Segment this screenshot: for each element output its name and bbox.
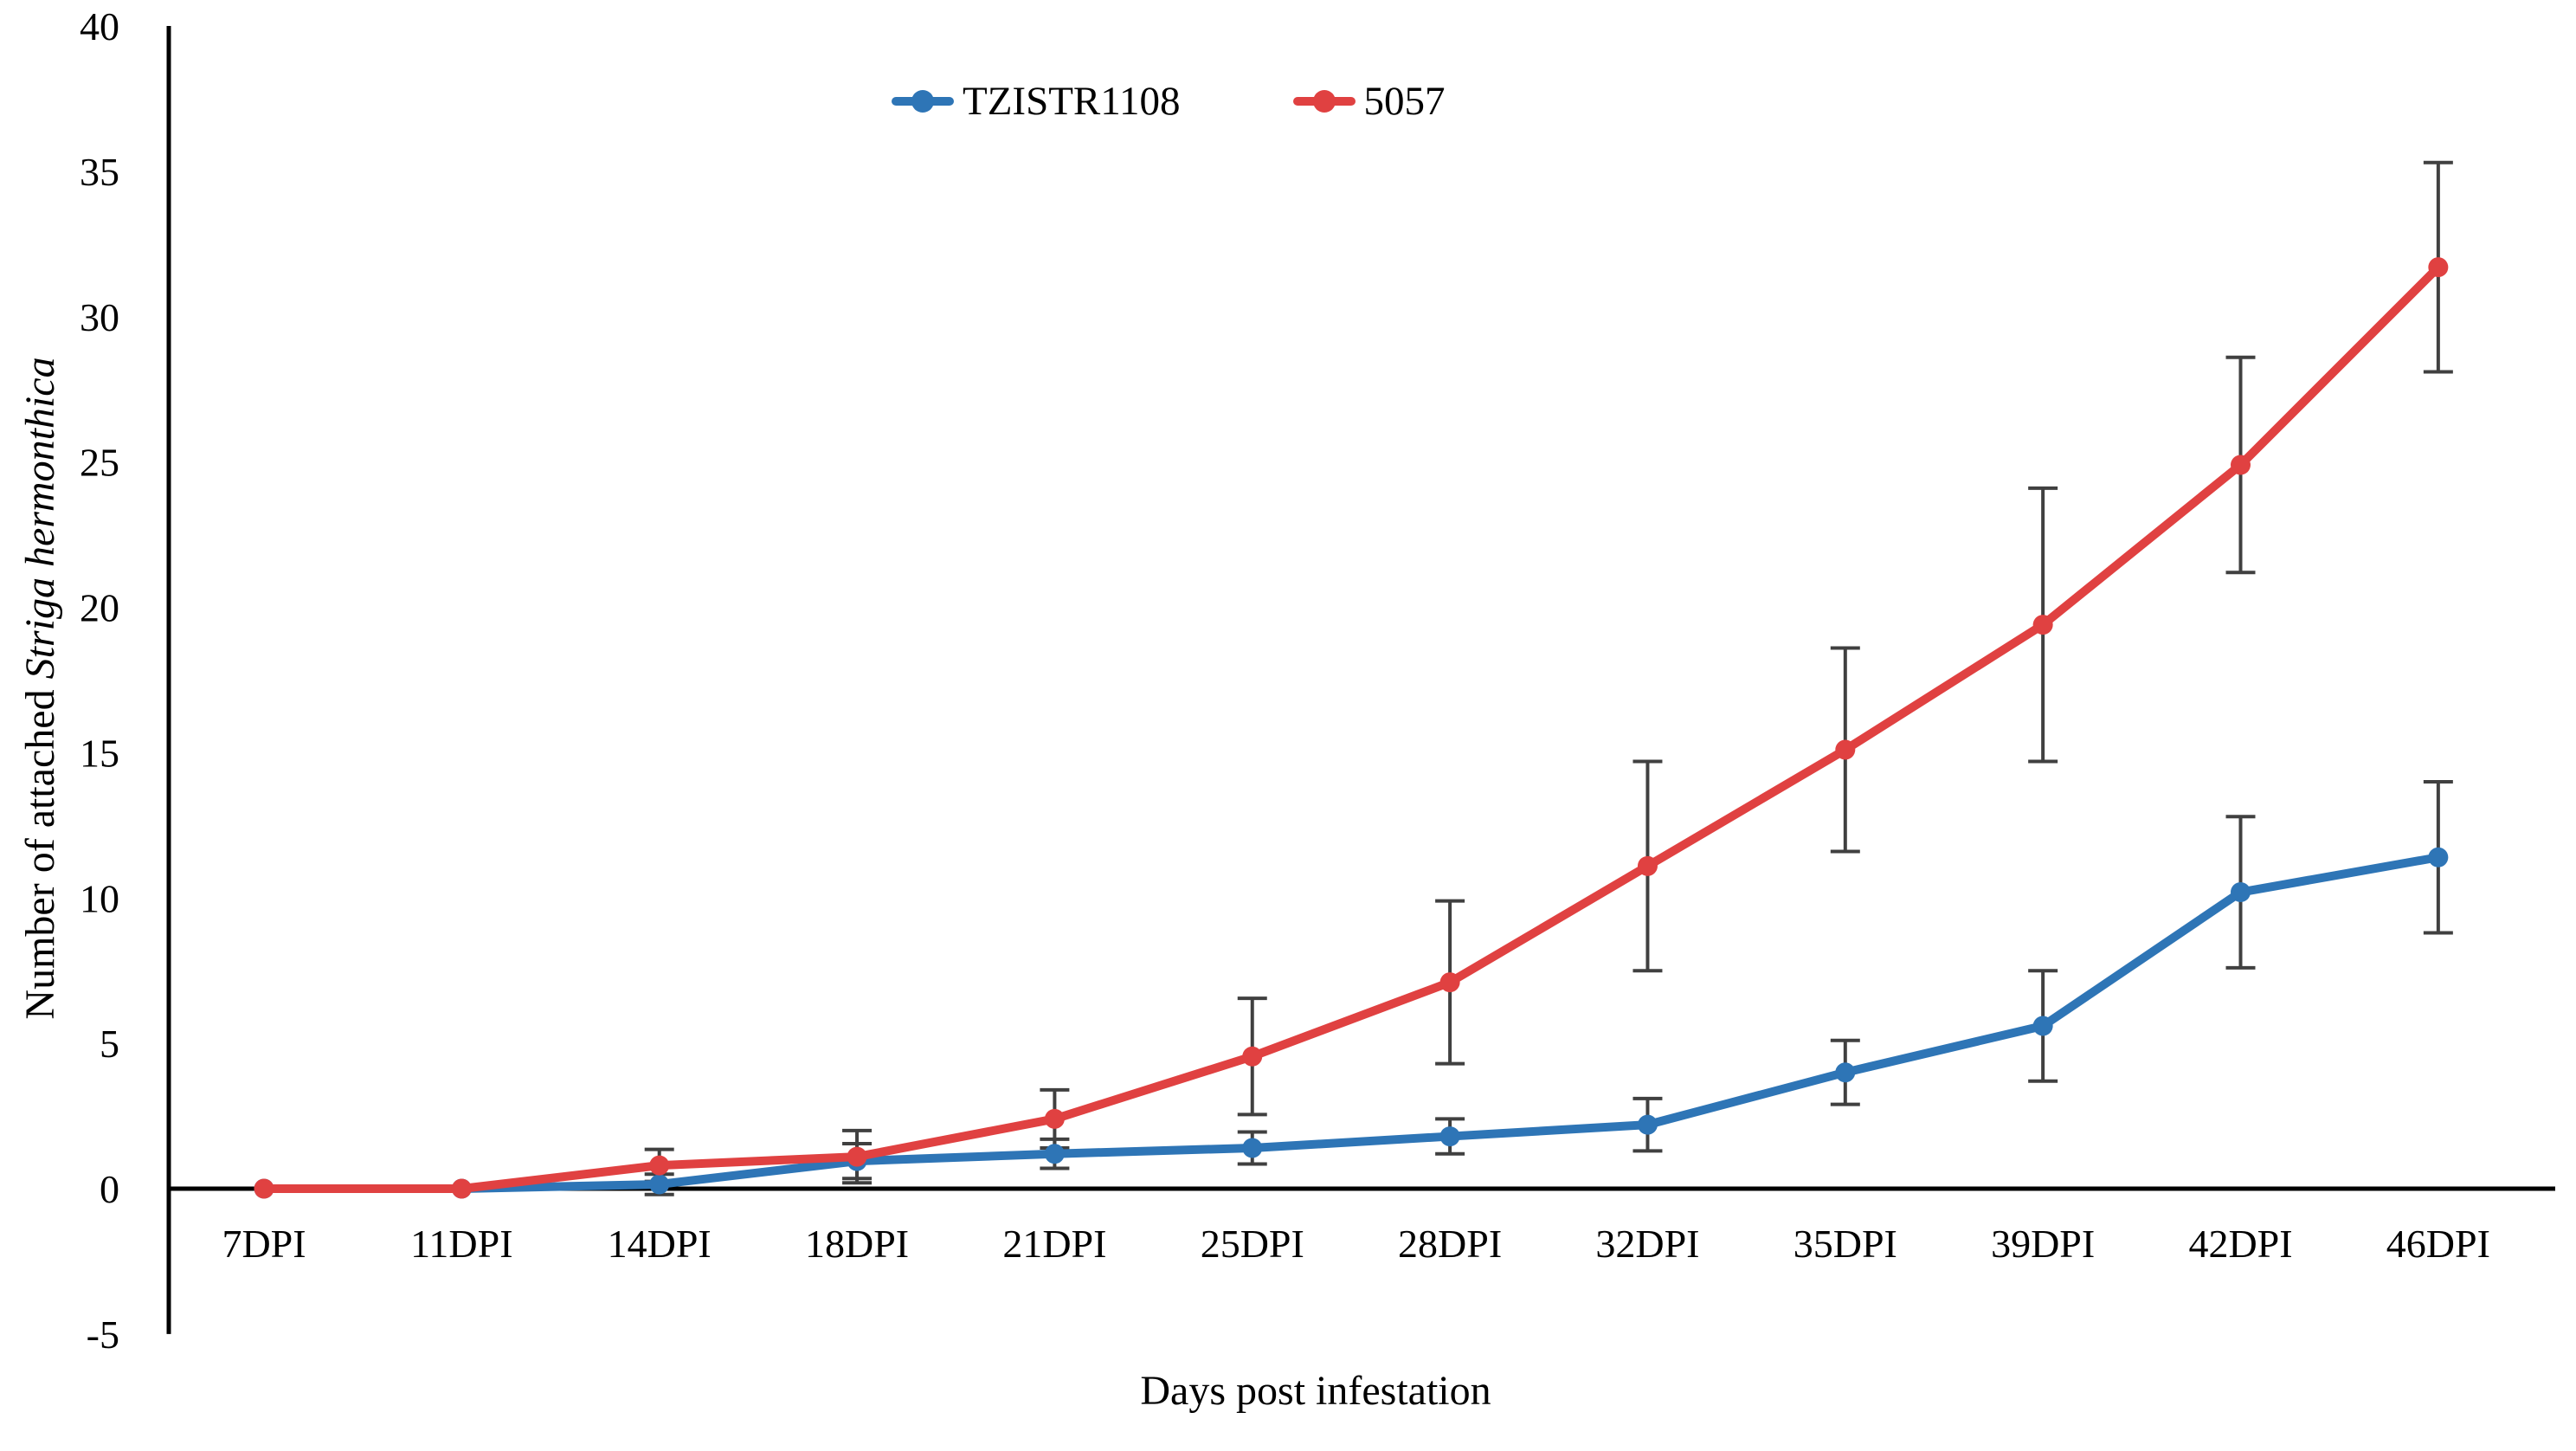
marker-TZISTR1108-32DPI bbox=[1637, 1114, 1658, 1135]
y-tick-label: 10 bbox=[80, 876, 119, 920]
series-line-TZISTR1108 bbox=[260, 853, 2443, 1193]
legend-label: TZISTR1108 bbox=[963, 79, 1181, 124]
y-tick-label: 5 bbox=[100, 1022, 119, 1066]
marker-5057-25DPI bbox=[1242, 1046, 1263, 1067]
x-tick-label: 7DPI bbox=[222, 1222, 306, 1266]
y-axis-title: Number of attached Striga hermonthica bbox=[17, 357, 63, 1019]
marker-TZISTR1108-14DPI bbox=[649, 1174, 670, 1195]
x-tick-label: 39DPI bbox=[1991, 1222, 2095, 1266]
x-tick-label: 42DPI bbox=[2188, 1222, 2292, 1266]
y-tick-label: 15 bbox=[80, 731, 119, 775]
marker-5057-35DPI bbox=[1835, 739, 1856, 760]
x-tick-label: 46DPI bbox=[2386, 1222, 2490, 1266]
y-tick-label: 30 bbox=[80, 295, 119, 339]
marker-TZISTR1108-25DPI bbox=[1242, 1138, 1263, 1158]
legend-item-series-1: 5057 bbox=[1292, 78, 1446, 125]
legend-line-marker-icon bbox=[1292, 90, 1356, 113]
x-tick-label: 18DPI bbox=[805, 1222, 909, 1266]
marker-5057-14DPI bbox=[649, 1155, 670, 1176]
marker-5057-46DPI bbox=[2428, 257, 2449, 278]
marker-5057-39DPI bbox=[2032, 615, 2053, 635]
marker-5057-18DPI bbox=[847, 1146, 867, 1167]
y-tick-label: 35 bbox=[80, 150, 119, 194]
marker-TZISTR1108-28DPI bbox=[1439, 1126, 1460, 1147]
legend-dot-icon bbox=[911, 90, 934, 113]
marker-TZISTR1108-42DPI bbox=[2231, 882, 2251, 903]
series-line-5057 bbox=[260, 262, 2443, 1193]
x-tick-label: 14DPI bbox=[608, 1222, 712, 1266]
y-tick-label: 25 bbox=[80, 441, 119, 485]
error-bars-5057 bbox=[644, 160, 2453, 1185]
marker-5057-7DPI bbox=[254, 1178, 274, 1199]
marker-5057-28DPI bbox=[1439, 972, 1460, 993]
y-tick-label: 40 bbox=[80, 4, 119, 48]
x-axis-title: Days post infestation bbox=[1140, 1368, 1491, 1414]
marker-TZISTR1108-39DPI bbox=[2032, 1016, 2053, 1036]
marker-5057-42DPI bbox=[2231, 455, 2251, 475]
legend-item-series-0: TZISTR1108 bbox=[892, 78, 1181, 125]
chart-legend: TZISTR1108 5057 bbox=[892, 78, 1446, 125]
legend-line-marker-icon bbox=[892, 90, 954, 113]
marker-5057-11DPI bbox=[451, 1178, 472, 1199]
marker-TZISTR1108-46DPI bbox=[2428, 847, 2449, 867]
x-tick-label: 25DPI bbox=[1201, 1222, 1304, 1266]
marker-TZISTR1108-21DPI bbox=[1044, 1144, 1065, 1164]
y-tick-label: 20 bbox=[80, 586, 119, 630]
y-tick-label: 0 bbox=[100, 1167, 119, 1211]
x-tick-label: 11DPI bbox=[410, 1222, 512, 1266]
marker-TZISTR1108-35DPI bbox=[1835, 1062, 1856, 1083]
legend-label: 5057 bbox=[1363, 79, 1446, 124]
marker-5057-21DPI bbox=[1044, 1108, 1065, 1129]
x-tick-label: 28DPI bbox=[1398, 1222, 1502, 1266]
x-tick-label: 32DPI bbox=[1595, 1222, 1699, 1266]
x-tick-label: 35DPI bbox=[1794, 1222, 1897, 1266]
legend-dot-icon bbox=[1312, 90, 1336, 113]
x-tick-label: 21DPI bbox=[1002, 1222, 1106, 1266]
y-tick-label: -5 bbox=[87, 1312, 119, 1357]
marker-5057-32DPI bbox=[1637, 855, 1658, 876]
